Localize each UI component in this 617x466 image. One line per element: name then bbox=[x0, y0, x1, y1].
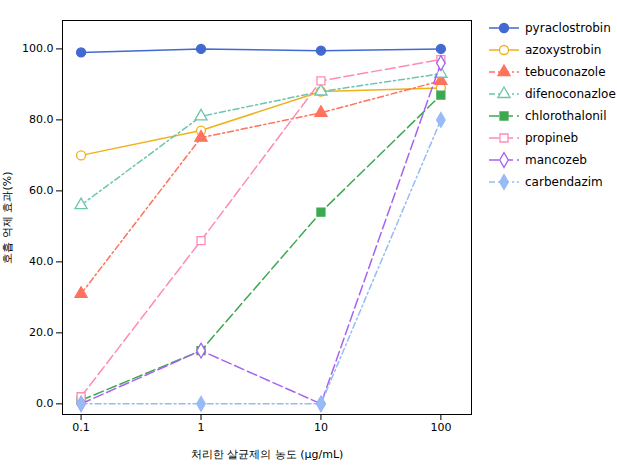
svg-text:chlorothalonil: chlorothalonil bbox=[525, 109, 607, 123]
svg-text:mancozeb: mancozeb bbox=[525, 153, 587, 167]
svg-text:80.0: 80.0 bbox=[29, 113, 54, 126]
svg-text:pyraclostrobin: pyraclostrobin bbox=[525, 21, 611, 35]
svg-text:0.0: 0.0 bbox=[36, 397, 54, 410]
svg-text:60.0: 60.0 bbox=[29, 184, 54, 197]
svg-text:40.0: 40.0 bbox=[29, 255, 54, 268]
svg-text:처리한 살균제의 농도 (μg/mL): 처리한 살균제의 농도 (μg/mL) bbox=[191, 448, 344, 461]
svg-text:10: 10 bbox=[314, 421, 328, 434]
svg-text:difenoconazloe: difenoconazloe bbox=[525, 87, 616, 101]
svg-text:propineb: propineb bbox=[525, 131, 578, 145]
svg-text:100.0: 100.0 bbox=[22, 42, 54, 55]
svg-text:호흡 억제 효과(%): 호흡 억제 효과(%) bbox=[1, 171, 14, 263]
svg-text:azoxystrobin: azoxystrobin bbox=[525, 43, 601, 57]
svg-text:100: 100 bbox=[430, 421, 451, 434]
svg-text:tebuconazole: tebuconazole bbox=[525, 65, 606, 79]
svg-text:0.1: 0.1 bbox=[72, 421, 90, 434]
svg-text:1: 1 bbox=[198, 421, 205, 434]
svg-text:carbendazim: carbendazim bbox=[525, 175, 603, 189]
svg-text:20.0: 20.0 bbox=[29, 326, 54, 339]
